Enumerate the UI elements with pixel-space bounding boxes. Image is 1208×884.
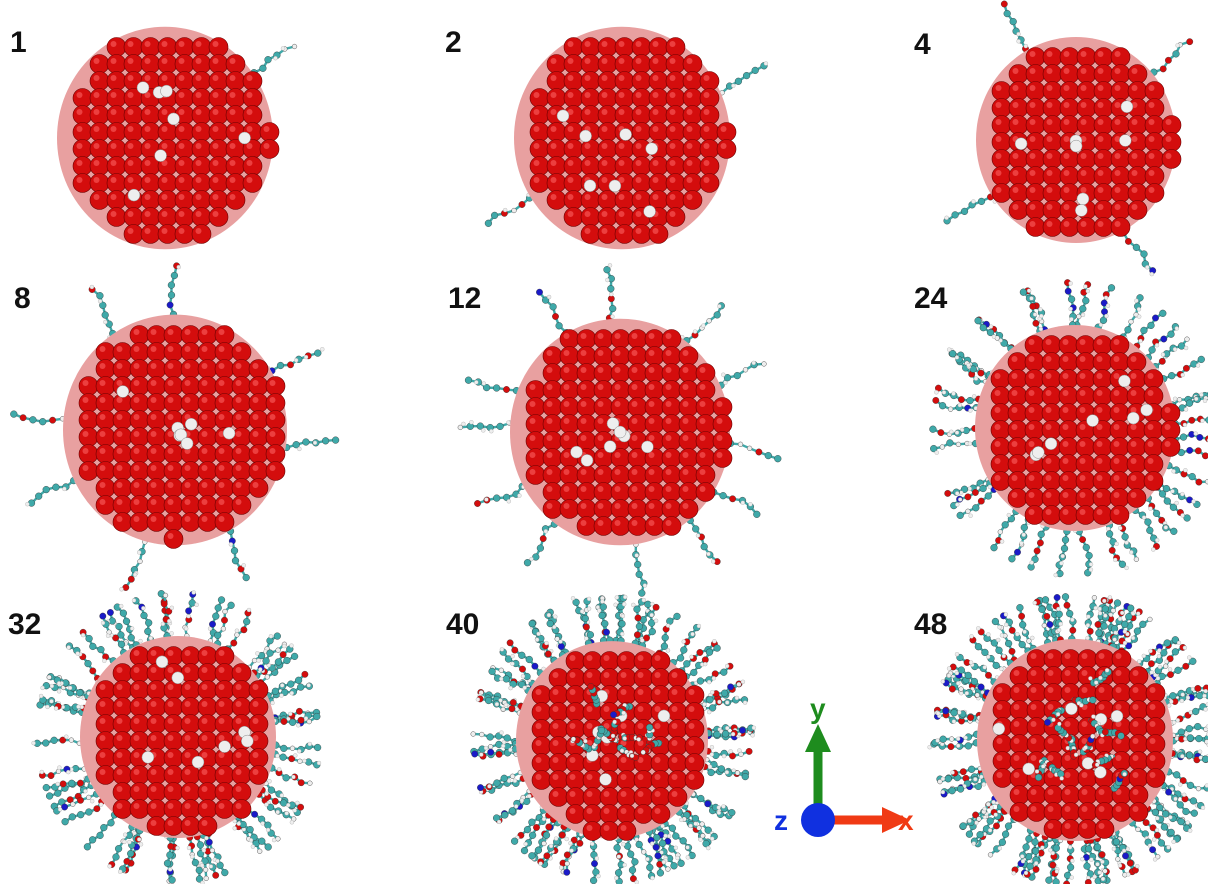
nanoparticle-cluster xyxy=(484,26,769,250)
ligand-shell xyxy=(927,593,1208,884)
y-axis-label: y xyxy=(810,693,826,724)
panel-1: 1 xyxy=(0,0,400,290)
nanoparticle-cluster xyxy=(10,262,340,592)
x-axis-arrowhead xyxy=(882,807,910,833)
panel-6: 24 xyxy=(900,279,1208,590)
panel-label: 48 xyxy=(914,608,948,641)
panel-label: 12 xyxy=(448,282,482,315)
panel-5: 12 xyxy=(440,263,800,597)
nanoparticle-cluster xyxy=(57,26,298,250)
oxide-core xyxy=(976,37,1182,243)
oxide-core xyxy=(57,26,280,250)
y-axis-arrowhead xyxy=(805,724,831,752)
panel-label: 24 xyxy=(914,282,948,315)
panel-7: 32 xyxy=(0,590,400,884)
ligand-front xyxy=(570,683,663,762)
ligand-front xyxy=(1034,668,1129,792)
panel-label: 8 xyxy=(14,282,31,315)
axis-triad: y x z xyxy=(774,693,914,837)
oxide-core xyxy=(514,26,737,250)
z-axis-label: z xyxy=(774,805,788,836)
panel-label: 4 xyxy=(914,28,931,61)
oxide-core xyxy=(975,325,1181,531)
nanoparticle-cluster xyxy=(470,594,757,884)
z-axis-dot xyxy=(801,803,835,837)
ligand-shell xyxy=(31,590,322,884)
nanoparticle-cluster xyxy=(929,279,1208,578)
panel-2: 2 xyxy=(440,0,800,290)
panel-9: 48 xyxy=(900,590,1208,884)
oxide-core xyxy=(63,314,287,549)
x-axis-label: x xyxy=(898,805,914,836)
nanoparticle-cluster xyxy=(457,263,782,597)
panel-3: 4 xyxy=(900,0,1208,290)
nanoparticle-cluster xyxy=(943,0,1194,277)
panel-8: 40 xyxy=(440,590,760,884)
nanoparticle-cluster xyxy=(31,590,322,884)
oxide-core xyxy=(80,636,276,838)
panel-label: 2 xyxy=(445,26,462,59)
panel-label: 40 xyxy=(446,608,480,641)
panel-label: 1 xyxy=(10,26,27,59)
oxide-core xyxy=(510,318,733,546)
panel-label: 32 xyxy=(8,608,42,641)
panel-4: 8 xyxy=(0,262,400,592)
nanoparticle-cluster xyxy=(927,593,1208,884)
